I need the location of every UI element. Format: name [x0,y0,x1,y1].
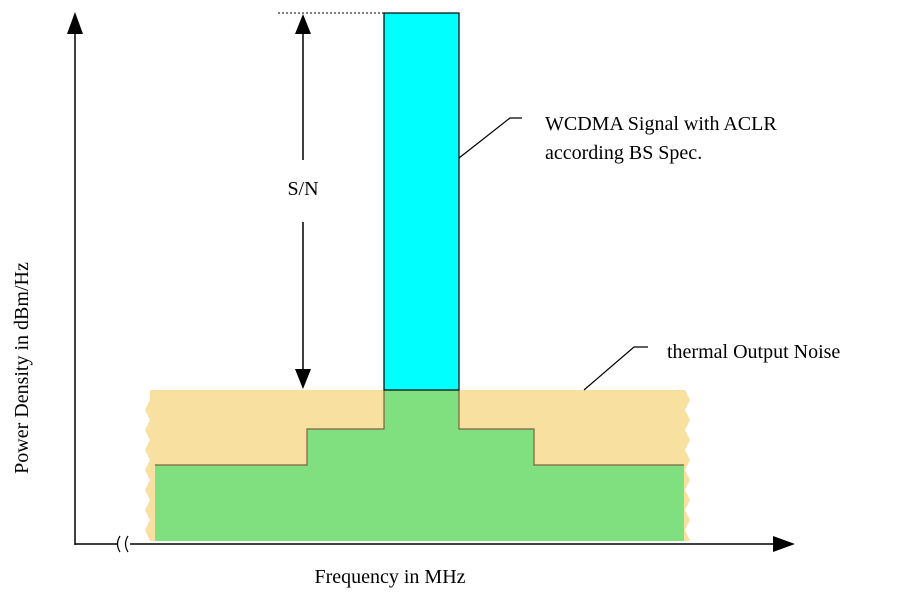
sn-arrowhead-up-icon [295,14,311,34]
signal-leader-line [458,117,522,159]
noise-label: thermal Output Noise [667,341,840,363]
sn-arrowhead-down-icon [295,369,311,389]
x-axis-label: Frequency in MHz [314,566,465,588]
aclr-outline [155,390,684,466]
aclr-region [155,390,684,541]
wcdma-signal [383,12,460,391]
axis-break-gap [118,536,130,552]
axis-break-icon [116,535,129,553]
sn-label: S/N [287,178,318,200]
signal-label-line1: WCDMA Signal with ACLR [545,113,777,135]
y-axis-label: Power Density in dBm/Hz [11,262,33,474]
x-axis-arrowhead [773,536,795,552]
noise-leader-line [583,346,648,391]
signal-label-line2: according BS Spec. [545,142,702,164]
y-axis-arrowhead [67,12,83,34]
